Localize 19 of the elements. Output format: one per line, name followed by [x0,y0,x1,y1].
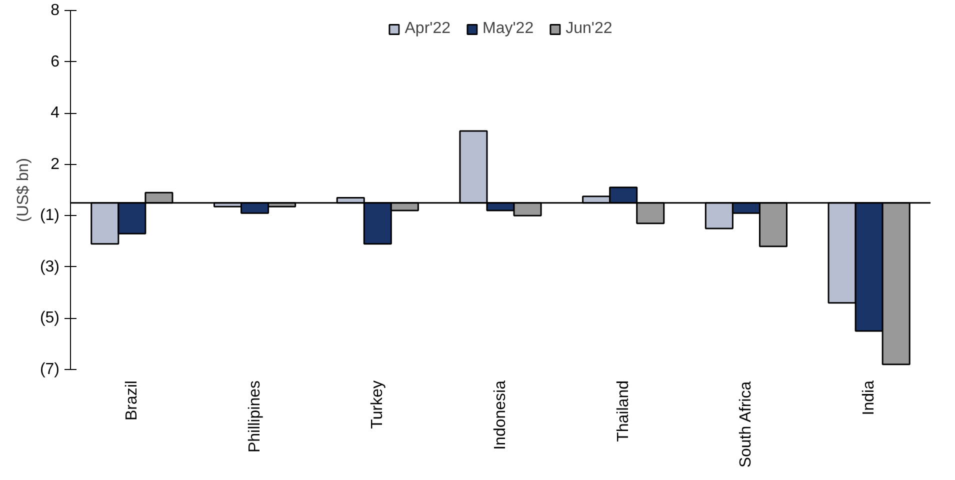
x-tick-label: Indonesia [492,380,509,450]
y-tick-label: (5) [40,310,60,327]
y-tick-label: (3) [40,258,60,276]
y-tick-label: 8 [50,2,60,19]
legend-label: Apr'22 [404,20,451,38]
x-tick-label: Brazil [123,380,140,421]
x-tick-label: Phillipines [246,380,264,453]
x-tick-label: India [860,380,878,416]
x-tick-label: Turkey [369,380,386,429]
x-tick-label: Thailand [614,380,632,442]
y-tick-label: (1) [40,207,60,224]
y-tick-label: 6 [50,53,60,70]
y-axis-title: (US$ bn) [14,158,32,222]
y-tick-label: 2 [50,156,60,173]
legend-label: May'22 [482,20,534,38]
y-tick-label: (7) [40,361,60,378]
y-tick-label: 4 [50,104,60,122]
legend-label: Jun'22 [566,20,612,38]
x-tick-label: South Africa [738,381,755,468]
